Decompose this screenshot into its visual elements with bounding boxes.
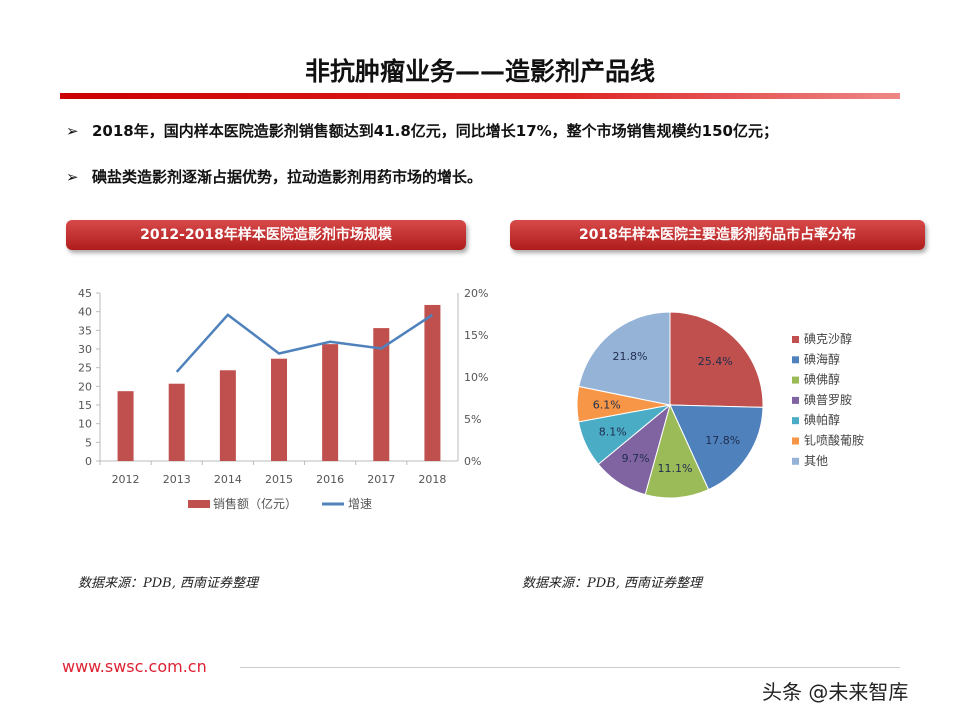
left-chart-banner: 2012-2018年样本医院造影剂市场规模 [66,220,466,250]
bar [117,391,134,461]
source-note-right: 数据来源：PDB, 西南证券整理 [522,576,702,591]
pie-chart: 25.4% 碘克沙醇 17.8% 碘海醇 11.1% 碘佛醇 9.7% 碘普罗胺 8.1% 碘帕醇… [576,311,864,499]
slice-label: 17.8% [705,434,740,447]
pie-slice [669,311,764,408]
bar [424,304,441,461]
x-tick-label: 2015 [265,473,293,486]
bar [373,328,390,461]
legend-swatch [792,396,799,404]
slice-label: 6.1% [593,398,621,411]
legend-label-growth: 增速 [348,497,372,511]
x-tick-label: 2012 [112,473,140,486]
x-tick-label: 2017 [367,473,395,486]
title-divider [60,93,900,99]
y-tick-label: 0 [85,455,92,468]
legend-swatch [792,356,799,364]
bullet-2: ➢ 碘盐类造影剂逐渐占据优势，拉动造影剂用药市场的增长。 [66,166,866,188]
legend-swatch [792,376,799,384]
watermark: 头条 @未来智库 [762,680,909,704]
pie-slice [669,404,764,491]
y2-tick-label: 0% [464,455,481,468]
right-chart-banner: 2018年样本医院主要造影剂药品市占率分布 [510,220,925,250]
y-tick-label: 5 [85,436,92,449]
y-tick-label: 10 [78,418,92,431]
legend-label: 碘海醇 [804,351,840,366]
slice-label: 8.1% [599,426,627,439]
bar [271,358,287,461]
slice-label: 9.7% [622,452,650,465]
legend-label: 碘帕醇 [804,412,840,427]
legend-label: 其他 [804,454,828,468]
y-tick-label: 35 [78,324,92,337]
y2-tick-label: 5% [464,413,481,426]
footer-url: www.swsc.com.cn [62,657,207,676]
legend-label: 钆喷酸葡胺 [804,433,864,448]
y2-tick-label: 10% [464,371,488,384]
y-tick-label: 20 [78,380,92,393]
bar [168,383,185,461]
pie-slice [644,403,710,499]
bar [219,370,236,461]
bullet-text: 2018年，国内样本医院造影剂销售额达到41.8亿元，同比增长17%，整个市场销… [92,122,778,140]
arrow-icon: ➢ [66,168,79,186]
legend-swatch [792,437,799,445]
combo-chart: 0 5 10 15 20 25 30 35 40 45 0% 5% 10% 15% 20% 2012 2013 2… [78,287,488,511]
legend-label: 碘普罗胺 [804,393,852,407]
slice-label: 11.1% [657,462,692,475]
slice-label: 25.4% [698,355,733,368]
bar [322,344,339,461]
growth-line [175,313,434,373]
legend-swatch [792,336,799,343]
x-tick-label: 2016 [316,473,344,486]
page-title: 非抗肿瘤业务——造影剂产品线 [304,57,655,86]
legend-swatch [792,457,799,465]
x-tick-label: 2018 [418,473,446,486]
y-tick-label: 30 [78,343,92,356]
source-note-left: 数据来源：PDB, 西南证券整理 [78,576,258,591]
legend-label-sales: 销售额（亿元） [213,496,297,511]
bullet-1: ➢ 2018年，国内样本医院造影剂销售额达到41.8亿元，同比增长17%，整个市场… [66,120,866,142]
x-tick-label: 2013 [163,473,191,486]
y2-tick-label: 20% [464,287,488,300]
legend-label: 碘佛醇 [804,372,840,387]
footer-divider [240,667,900,668]
legend-label: 碘克沙醇 [804,331,852,346]
legend-swatch-sales [188,500,210,508]
pie-slice [578,311,671,406]
y-tick-label: 15 [78,399,92,412]
legend-swatch [792,417,799,425]
x-tick-label: 2014 [214,473,242,486]
y-tick-label: 40 [78,306,92,319]
bullet-text: 碘盐类造影剂逐渐占据优势，拉动造影剂用药市场的增长。 [92,168,483,186]
y-tick-label: 45 [78,287,92,300]
slice-label: 21.8% [613,350,648,363]
arrow-icon: ➢ [66,122,79,140]
y-tick-label: 25 [78,362,92,375]
y2-tick-label: 15% [464,329,488,342]
